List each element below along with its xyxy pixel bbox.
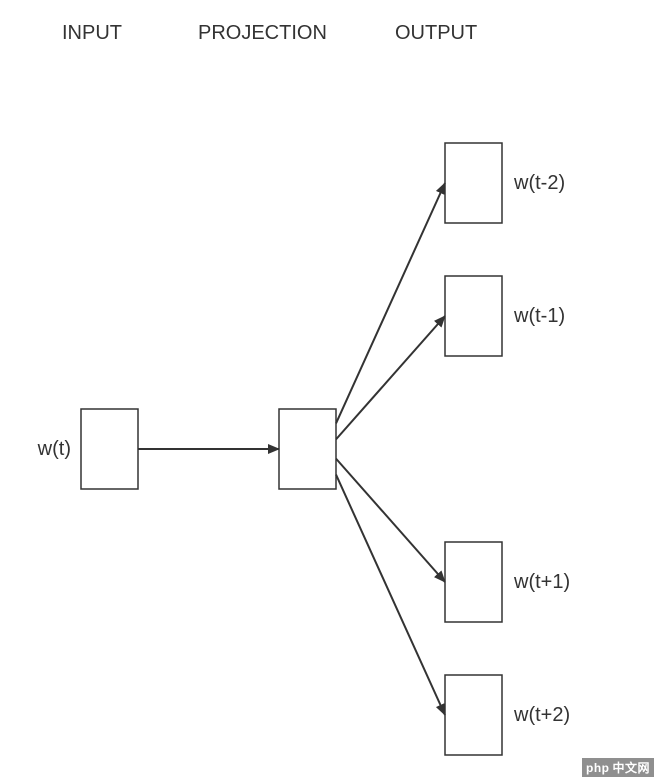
header-projection: PROJECTION — [198, 22, 327, 45]
label-out-p2: w(t+2) — [514, 704, 570, 727]
header-input: INPUT — [62, 22, 122, 45]
watermark-right: 中文网 — [613, 761, 651, 775]
label-out-p1: w(t+1) — [514, 571, 570, 594]
node-out_m1 — [445, 276, 502, 356]
node-out_p2 — [445, 675, 502, 755]
label-out-m2: w(t-2) — [514, 172, 565, 195]
header-output: OUTPUT — [395, 22, 477, 45]
watermark: php中文网 — [582, 758, 654, 777]
node-out_m2 — [445, 143, 502, 223]
label-out-m1: w(t-1) — [514, 305, 565, 328]
diagram-stage: INPUT PROJECTION OUTPUT w(t) w(t-2) w(t-… — [0, 0, 666, 782]
edge-projection-out_m1 — [336, 316, 445, 439]
watermark-left: php — [586, 761, 610, 775]
node-out_p1 — [445, 542, 502, 622]
node-input — [81, 409, 138, 489]
edges — [138, 183, 445, 715]
edge-projection-out_p2 — [336, 475, 445, 715]
edge-projection-out_m2 — [336, 183, 445, 423]
label-input: w(t) — [38, 438, 71, 461]
node-projection — [279, 409, 336, 489]
edge-projection-out_p1 — [336, 459, 445, 582]
diagram-svg — [0, 0, 666, 782]
